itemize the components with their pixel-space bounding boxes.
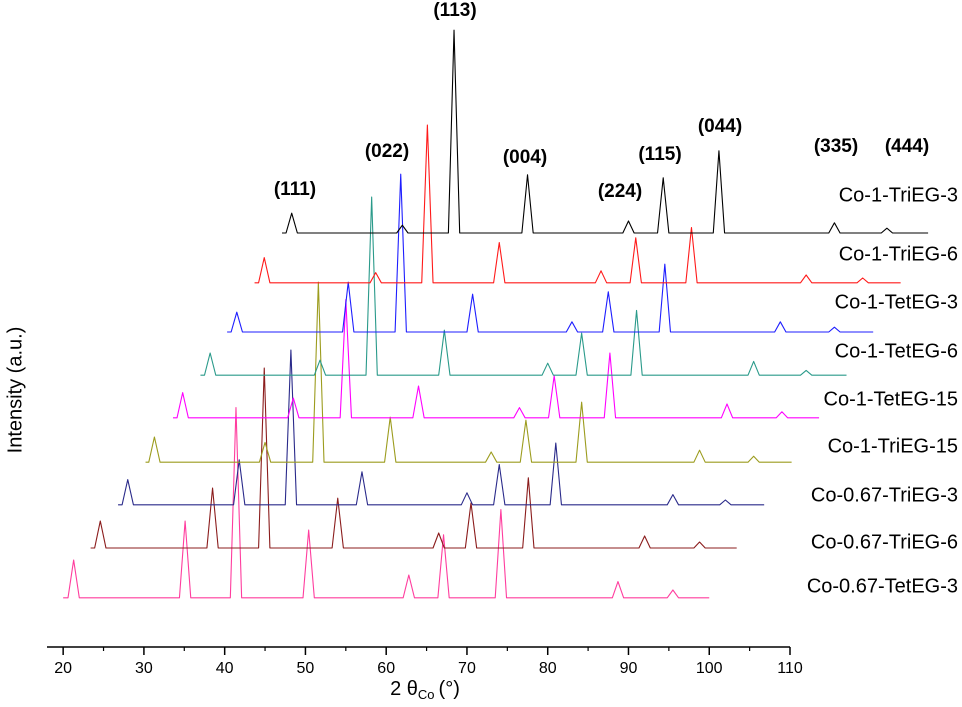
- series-label: Co-1-TriEG-15: [828, 435, 958, 457]
- xrd-trace: [254, 124, 901, 284]
- xrd-trace: [118, 349, 765, 506]
- x-tick-label: 100: [696, 660, 723, 677]
- x-axis-title-unit: (°): [439, 678, 460, 700]
- peak-label: (004): [503, 147, 547, 168]
- xrd-trace: [145, 281, 792, 463]
- xrd-trace: [172, 299, 820, 419]
- xrd-trace: [90, 367, 737, 549]
- x-tick-label: 70: [458, 660, 476, 677]
- peak-label: (335): [814, 136, 858, 157]
- peak-label: (115): [638, 144, 681, 165]
- x-axis-title: 2 θCo (°): [390, 678, 460, 702]
- y-axis-title: Intensity (a.u.): [4, 327, 26, 454]
- series-label: Co-1-TriEG-3: [839, 184, 958, 206]
- x-tick-label: 90: [620, 660, 638, 677]
- x-tick-label: 20: [54, 660, 72, 677]
- peak-label: (224): [598, 181, 642, 202]
- x-tick-label: 50: [297, 660, 315, 677]
- xrd-trace: [282, 29, 929, 234]
- x-axis-title-sub: Co: [418, 687, 435, 702]
- series-label: Co-1-TetEG-3: [835, 291, 958, 313]
- series-label: Co-1-TetEG-15: [824, 388, 959, 410]
- series-label: Co-0.67-TriEG-6: [811, 531, 958, 553]
- peak-label: (111): [274, 179, 316, 200]
- x-tick-label: 60: [377, 660, 395, 677]
- series-label: Co-1-TetEG-6: [835, 340, 958, 362]
- x-tick-label: 30: [135, 660, 153, 677]
- x-axis-title-main: 2 θ: [390, 678, 418, 700]
- series-label: Co-1-TriEG-6: [839, 243, 958, 265]
- x-tick-label: 40: [216, 660, 234, 677]
- xrd-trace: [227, 173, 874, 333]
- x-tick-label: 80: [539, 660, 557, 677]
- series-label: Co-0.67-TetEG-3: [807, 575, 958, 597]
- xrd-trace: [63, 407, 710, 599]
- peak-label: (044): [698, 116, 742, 137]
- xrd-trace: [200, 196, 847, 376]
- series-label: Co-0.67-TriEG-3: [811, 484, 958, 506]
- peak-label: (444): [885, 136, 929, 157]
- peak-label: (022): [365, 141, 409, 162]
- peak-label: (113): [433, 0, 476, 21]
- x-tick-label: 110: [777, 660, 803, 677]
